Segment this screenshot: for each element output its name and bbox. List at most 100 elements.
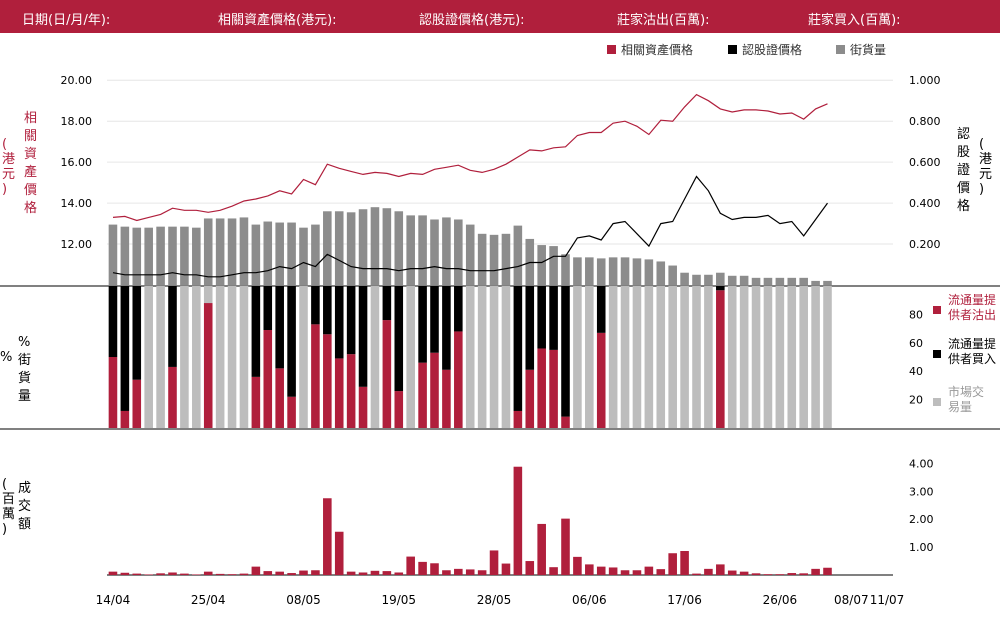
volume-share-bar — [180, 286, 189, 428]
volume-share-bar — [192, 286, 201, 428]
outstanding-bar — [477, 233, 487, 285]
outstanding-bar — [358, 209, 368, 285]
outstanding-bar — [192, 227, 201, 285]
turnover-bar — [668, 553, 677, 575]
volume-share-bar — [787, 286, 797, 428]
volume-share-bar — [716, 290, 725, 428]
outstanding-bar — [442, 217, 451, 285]
turnover-bar — [549, 567, 558, 575]
outstanding-bar — [382, 208, 392, 285]
outstanding-bar — [620, 257, 630, 285]
outstanding-bar — [203, 218, 213, 285]
x-tick-label: 25/04 — [191, 593, 226, 607]
turnover-bar — [620, 570, 630, 575]
outstanding-bar — [561, 254, 570, 285]
volume-share-bar — [263, 330, 273, 428]
turnover-bar — [192, 574, 201, 575]
turnover-bar — [692, 573, 701, 575]
left-tick-label: 20.00 — [61, 74, 93, 87]
volume-share-bar — [251, 376, 261, 428]
volume-share-bar — [108, 357, 118, 428]
right-tick-label: 1.000 — [909, 74, 941, 87]
x-tick-label: 08/05 — [286, 593, 321, 607]
volume-share-bar — [585, 286, 594, 428]
volume-share-bar — [739, 286, 749, 428]
outstanding-bar — [465, 224, 475, 285]
turnover-bar — [799, 573, 808, 575]
volume-share-bar — [334, 286, 344, 359]
turnover-bar — [299, 570, 308, 575]
turnover-tick-label: 3.00 — [909, 485, 934, 498]
turnover-bar — [465, 569, 475, 575]
outstanding-bar — [799, 277, 808, 285]
volume-share-bar — [168, 366, 177, 428]
volume-share-bar — [525, 286, 535, 370]
turnover-bar — [251, 566, 261, 575]
turnover-bar — [704, 568, 713, 575]
outstanding-bar — [311, 224, 320, 285]
side-legend-swatch — [933, 350, 941, 358]
outstanding-bar — [501, 233, 511, 285]
x-tick-label: 26/06 — [763, 593, 798, 607]
right-axis-title-unit: (港元) — [979, 137, 992, 197]
outstanding-bar — [537, 245, 546, 285]
volume-share-bar — [382, 286, 392, 321]
volume-share-bar — [549, 286, 558, 350]
outstanding-bar — [513, 225, 523, 285]
outstanding-bar — [239, 217, 249, 285]
turnover-bar — [144, 574, 153, 575]
outstanding-bar — [346, 212, 356, 285]
turnover-bar — [811, 568, 820, 575]
left-axis-title-unit: (港元) — [2, 137, 15, 197]
outstanding-bar — [680, 272, 689, 285]
x-tick-label: 28/05 — [477, 593, 512, 607]
volume-share-bar — [346, 286, 356, 355]
turnover-bar — [716, 564, 725, 575]
volume-share-bar — [668, 286, 677, 428]
volume-share-bar — [596, 332, 606, 428]
turnover-bar — [644, 566, 654, 575]
volume-share-bar — [394, 286, 404, 392]
volume-share-bar — [239, 286, 249, 428]
volume-share-bar — [215, 286, 225, 428]
side-legend-label: 流通量提 — [948, 292, 996, 307]
outstanding-bar — [489, 234, 499, 285]
outstanding-bar — [751, 277, 761, 285]
turnover-bar — [287, 573, 296, 575]
volume-share-bar — [275, 286, 284, 369]
volume-share-bar — [144, 286, 153, 428]
outstanding-bar — [656, 261, 666, 285]
volume-share-bar — [323, 286, 332, 335]
info-header-bar: 日期(日/月/年): 相關資產價格(港元): 認股證價格(港元): 莊家沽出(百… — [0, 0, 1000, 33]
legend-label: 認股證價格 — [742, 42, 802, 57]
outstanding-bar — [418, 215, 427, 285]
turnover-bar — [561, 518, 570, 575]
volume-share-bar — [477, 286, 487, 428]
turnover-bar — [418, 561, 427, 575]
turnover-bar — [430, 563, 439, 575]
turnover-bar — [394, 572, 404, 575]
volume-share-bar — [108, 286, 118, 357]
volume-share-bar — [120, 286, 130, 411]
left-tick-label: 18.00 — [61, 115, 93, 128]
volume-share-bar — [442, 369, 451, 428]
volume-share-bar — [132, 286, 142, 380]
volume-share-bar — [203, 286, 213, 304]
turnover-bar — [513, 466, 523, 575]
volume-share-bar — [680, 286, 689, 428]
percent-tick-label: 20 — [909, 394, 923, 407]
volume-share-bar — [203, 303, 213, 428]
x-tick-label: 14/04 — [96, 593, 131, 607]
underlying-price-line — [112, 93, 828, 222]
turnover-tick-label: 1.00 — [909, 541, 934, 554]
right-tick-label: 0.600 — [909, 156, 941, 169]
left-tick-label: 12.00 — [61, 238, 93, 251]
turnover-tick-label: 4.00 — [909, 457, 934, 470]
turnover-bar — [585, 564, 594, 575]
volume-share-bar — [418, 362, 427, 428]
legend-swatch — [607, 45, 616, 54]
turnover-bar — [346, 571, 356, 575]
outstanding-bar — [608, 257, 618, 285]
right-tick-label: 0.800 — [909, 115, 941, 128]
volume-share-bar — [358, 386, 368, 428]
